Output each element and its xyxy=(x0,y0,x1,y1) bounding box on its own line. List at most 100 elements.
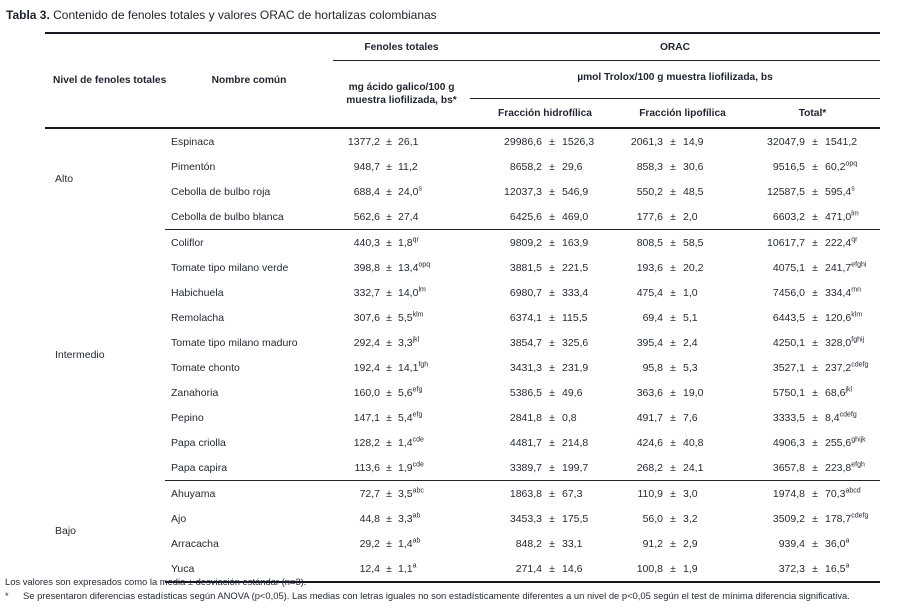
stddev-number: 223,8 xyxy=(825,461,852,474)
stddev-value: 14,1fgh xyxy=(398,361,436,374)
orac-lipophilic-cell: 858,3 ±30,6 xyxy=(620,154,745,179)
orac-lipophilic-cell: 268,2 ±24,1 xyxy=(620,455,745,481)
plus-minus-sign: ± xyxy=(812,261,818,274)
plus-minus-sign: ± xyxy=(386,487,392,500)
stddev-value: 14,6 xyxy=(562,563,604,575)
measurement: 113,6 ±1,9cde xyxy=(333,461,470,474)
measurement: 44,8 ±3,3ab xyxy=(333,512,470,525)
measurement: 440,3 ±1,8qr xyxy=(333,236,470,249)
mean-value: 550,2 xyxy=(636,185,663,198)
plus-minus-sign: ± xyxy=(812,286,818,299)
plus-minus-sign: ± xyxy=(670,562,676,575)
mean-value: 307,6 xyxy=(353,311,380,324)
measurement: 848,2 ±33,1 xyxy=(470,538,620,550)
phenol-level-cell: Intermedio xyxy=(55,349,105,361)
plus-minus-sign: ± xyxy=(670,135,676,148)
measurement: 363,6 ±19,0 xyxy=(620,387,745,399)
plus-minus-sign: ± xyxy=(670,185,676,198)
plus-minus-sign: ± xyxy=(549,185,555,198)
stddev-number: 595,4 xyxy=(825,185,852,198)
table-row: Bajo Ahuyama 72,7 ±3,5abc 1863,8 ±67,3 110,9 ±3… xyxy=(45,481,880,537)
significance-letters: ab xyxy=(412,537,421,544)
plus-minus-sign: ± xyxy=(812,512,818,525)
stddev-value: 223,8efgh xyxy=(825,461,879,474)
stddev-number: 199,7 xyxy=(562,461,589,474)
footnotes: Los valores son expresados como la media… xyxy=(5,576,898,601)
orac-total-cell: 372,3 ±16,5a xyxy=(745,556,880,583)
significance-letters: efg xyxy=(412,386,423,393)
plus-minus-sign: ± xyxy=(812,135,818,148)
mean-value: 8658,2 xyxy=(509,160,542,173)
stddev-value: 175,5 xyxy=(562,513,604,525)
mean-value: 193,6 xyxy=(636,261,663,274)
measurement: 3527,1 ±237,2cdefg xyxy=(745,361,880,374)
mean-value: 3509,2 xyxy=(772,512,805,525)
mean-value: 939,4 xyxy=(778,537,805,550)
measurement: 9809,2 ±163,9 xyxy=(470,237,620,249)
stddev-value: 0,8 xyxy=(562,412,604,424)
mean-value: 491,7 xyxy=(636,411,663,424)
plus-minus-sign: ± xyxy=(549,461,555,474)
stddev-number: 14,0 xyxy=(398,286,419,299)
orac-lipophilic-cell: 550,2 ±48,5 xyxy=(620,179,745,204)
measurement: 3333,5 ±8,4cdefg xyxy=(745,411,880,424)
stddev-number: 24,1 xyxy=(683,461,704,474)
footnote-anova: * Se presentaron diferencias estadística… xyxy=(5,590,898,601)
orac-lipophilic-cell: 2061,3 ±14,9 xyxy=(620,128,745,154)
vegetable-name-cell: Ajo xyxy=(171,512,187,525)
orac-total-cell: 3657,8 ±223,8efgh xyxy=(745,455,880,481)
orac-hydrophilic-cell: 6980,7 ±333,4 xyxy=(470,280,620,305)
orac-hydrophilic-cell: 3881,5 ±221,5 xyxy=(470,255,620,280)
mean-value: 1974,8 xyxy=(772,487,805,500)
orac-total-cell: 3527,1 ±237,2cdefg xyxy=(745,355,880,380)
orac-lipophilic-cell: 193,6 ±20,2 xyxy=(620,255,745,280)
measurement: 948,7 ±11,2 xyxy=(333,161,470,173)
stddev-number: 8,4 xyxy=(825,411,840,424)
stddev-number: 20,2 xyxy=(683,261,704,274)
stddev-number: 546,9 xyxy=(562,185,589,198)
mean-value: 12037,3 xyxy=(504,185,542,198)
measurement: 6603,2 ±471,0lm xyxy=(745,210,880,223)
measurement: 72,7 ±3,5abc xyxy=(333,487,470,500)
stddev-number: 255,6 xyxy=(825,436,852,449)
stddev-number: 328,0 xyxy=(825,336,852,349)
measurement: 91,2 ±2,9 xyxy=(620,538,745,550)
header-total: Total* xyxy=(798,107,827,119)
stddev-value: 33,1 xyxy=(562,538,604,550)
orac-hydrophilic-cell: 9809,2 ±163,9 xyxy=(470,230,620,256)
stddev-value: 49,6 xyxy=(562,387,604,399)
vegetable-name-cell: Arracacha xyxy=(171,537,219,550)
table-row: Tomate tipo milano maduro 292,4 ±3,3jkl 385… xyxy=(45,330,880,355)
stddev-value: 14,9 xyxy=(683,136,717,148)
orac-lipophilic-cell: 491,7 ±7,6 xyxy=(620,405,745,430)
measurement: 12,4 ±1,1a xyxy=(333,562,470,575)
orac-hydrophilic-cell: 29986,6 ±1526,3 xyxy=(470,128,620,154)
stddev-number: 5,5 xyxy=(398,311,413,324)
plus-minus-sign: ± xyxy=(549,512,555,525)
phenols-cell: 948,7 ±11,2 xyxy=(333,154,470,179)
measurement: 5386,5 ±49,6 xyxy=(470,387,620,399)
plus-minus-sign: ± xyxy=(812,386,818,399)
orac-hydrophilic-cell: 8658,2 ±29,6 xyxy=(470,154,620,179)
orac-lipophilic-cell: 177,6 ±2,0 xyxy=(620,204,745,230)
header-fenoles-units: mg ácido galico/100 g muestra liofilizad… xyxy=(333,61,470,129)
significance-letters: cde xyxy=(412,461,424,468)
stddev-value: 24,1 xyxy=(683,462,717,474)
phenols-cell: 72,7 ±3,5abc xyxy=(333,481,470,507)
mean-value: 6980,7 xyxy=(509,286,542,299)
orac-lipophilic-cell: 475,4 ±1,0 xyxy=(620,280,745,305)
mean-value: 3881,5 xyxy=(509,261,542,274)
stddev-number: 3,5 xyxy=(398,487,413,500)
plus-minus-sign: ± xyxy=(549,436,555,449)
mean-value: 3854,7 xyxy=(509,336,542,349)
mean-value: 56,0 xyxy=(642,512,663,525)
table-title-text: Contenido de fenoles totales y valores O… xyxy=(49,8,437,22)
orac-total-cell: 6603,2 ±471,0lm xyxy=(745,204,880,230)
stddev-number: 11,2 xyxy=(398,160,418,173)
significance-letters: klm xyxy=(412,311,424,318)
table-row: Habichuela 332,7 ±14,0lm 6980,7 ±333,4 475,4 ±… xyxy=(45,280,880,305)
stddev-value: 325,6 xyxy=(562,337,604,349)
stddev-number: 40,8 xyxy=(683,436,704,449)
fenoles-units-line1: mg ácido galico/100 g xyxy=(348,82,455,93)
table-row: Intermedio Coliflor 440,3 ±1,8qr 9809,2 ±163,… xyxy=(45,230,880,361)
